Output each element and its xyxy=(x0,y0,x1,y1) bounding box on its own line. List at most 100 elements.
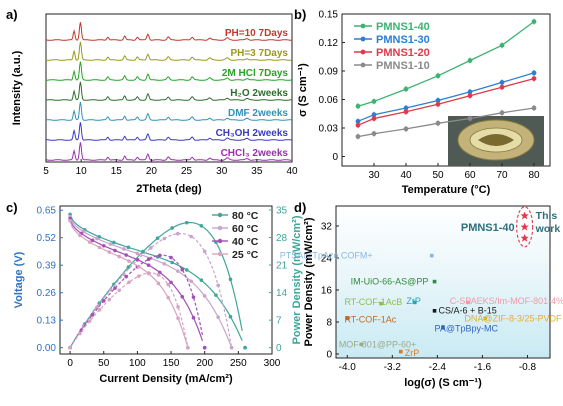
cond-legend-marker xyxy=(360,23,366,29)
power-density-point xyxy=(156,273,161,277)
polarization-point xyxy=(199,278,204,283)
this-work-annotation-line1: This xyxy=(536,210,558,222)
panel-c-y2label: Power Density (mW/cm²) xyxy=(291,215,303,344)
polarization-point xyxy=(175,269,180,273)
cmp-point-label: CS/A-6 + B-15 xyxy=(438,305,496,315)
cond-data-point xyxy=(499,80,505,85)
panel-b-ylabel: σ (S cm⁻¹) xyxy=(297,63,309,117)
polarization-point xyxy=(176,316,180,320)
polarization-point xyxy=(162,262,167,266)
power-density-point xyxy=(68,345,72,350)
pol-legend-label: 25 °C xyxy=(232,249,259,261)
panel-b-conductivity: 30 40 50 60 70 80 0 0.03 0.06 0.09 0.12 0.15 PMNS1-… xyxy=(297,10,551,196)
cmp-data-point xyxy=(413,300,417,305)
polarization-point xyxy=(170,260,174,265)
polarization-point xyxy=(228,314,233,319)
polarization-point xyxy=(87,240,92,244)
polarization-point xyxy=(113,248,117,253)
power-density-point xyxy=(97,308,102,312)
power-density-point xyxy=(149,246,153,250)
pol-legend-marker xyxy=(217,251,223,257)
cmp-ytick-label: 8 xyxy=(326,318,332,329)
polarization-point xyxy=(126,245,131,250)
polarization-point xyxy=(135,251,140,256)
cmp-data-point xyxy=(379,301,383,306)
panel-b-frame xyxy=(341,13,551,167)
xrd-xtick-label: 15 xyxy=(111,166,123,177)
cond-data-point xyxy=(403,86,409,92)
cmp-data-point xyxy=(466,300,471,305)
cmp-xtick-label: -3.2 xyxy=(384,362,402,373)
power-density-point xyxy=(186,345,190,350)
cond-legend-marker xyxy=(360,62,366,68)
panel-a-xrd: PH=10 7Days PH=3 7Days 2M HCl 7Days H₂O 2we… xyxy=(11,13,298,195)
pol-y2tick-label: 35 xyxy=(276,205,288,216)
pol-ytick-label: 0.65 xyxy=(37,206,57,217)
power-density-point xyxy=(169,255,173,260)
cmp-point-label: RT-COF-1Ac xyxy=(344,315,396,325)
panel-a-ylabel: Intensity (a.u.) xyxy=(11,50,23,125)
cond-ytick-label: 0.12 xyxy=(319,38,339,49)
polarization-point xyxy=(166,295,171,300)
polarization-point xyxy=(189,279,194,284)
polarization-point xyxy=(127,259,131,263)
pol-ytick-label: 0.39 xyxy=(37,261,57,272)
cond-data-point xyxy=(355,118,361,124)
pol-legend-label: 60 °C xyxy=(232,223,259,235)
cond-data-point xyxy=(499,84,505,90)
polarization-point xyxy=(101,243,106,248)
panel-d-ylabel: Power Density (mW/cm²) xyxy=(303,217,315,346)
cond-data-point xyxy=(435,120,441,126)
cond-data-point xyxy=(371,99,377,104)
cmp-ytick-label: 32 xyxy=(321,222,333,233)
power-density-point xyxy=(122,272,126,276)
cond-ytick-label: 0 xyxy=(332,152,338,163)
power-density-point xyxy=(170,226,174,230)
power-density-point xyxy=(127,280,131,285)
power-density-point xyxy=(108,288,113,292)
panel-c-polarization: 0 50 100 150 200 250 300 0.00 0.13 0.26 0.39 0.52 0.… xyxy=(13,205,303,385)
cmp-xtick-label: -2.4 xyxy=(429,362,447,373)
xrd-series-label: CH₃OH 2weeks xyxy=(216,128,289,139)
this-work-annotation-line2: work xyxy=(535,223,561,235)
polarization-point xyxy=(202,294,207,298)
cmp-data-point xyxy=(429,253,434,258)
cond-xtick-label: 70 xyxy=(496,170,508,181)
cmp-data-point xyxy=(441,325,445,329)
cmp-data-point xyxy=(345,316,350,321)
cond-data-point xyxy=(467,93,473,99)
cond-data-point xyxy=(355,134,361,139)
power-density-point xyxy=(87,319,92,323)
cond-data-point xyxy=(531,76,537,81)
cond-data-point xyxy=(499,110,505,116)
power-density-point xyxy=(146,271,151,275)
panel-label-b: b) xyxy=(294,7,306,22)
pol-legend-marker xyxy=(217,212,223,218)
power-density-point xyxy=(155,236,160,241)
polarization-point xyxy=(122,247,126,251)
polarization-point xyxy=(146,263,151,268)
pol-ytick-label: 0.52 xyxy=(37,233,57,244)
cond-data-point xyxy=(403,105,409,111)
xrd-xtick-label: 5 xyxy=(43,166,49,177)
pol-y2tick-label: 14 xyxy=(276,288,288,299)
pol-legend-marker xyxy=(217,238,223,244)
cmp-data-point xyxy=(432,279,437,284)
cond-data-point xyxy=(371,112,377,118)
polarization-point xyxy=(156,281,161,286)
power-density-point xyxy=(117,288,121,293)
cond-legend-marker xyxy=(360,36,366,42)
cond-legend-marker xyxy=(360,49,366,55)
polarization-point xyxy=(216,315,220,320)
cond-data-point xyxy=(531,70,537,76)
pol-xtick-label: 150 xyxy=(163,358,180,369)
cond-legend-label: PMNS1-40 xyxy=(376,21,430,33)
polarization-point xyxy=(180,294,185,299)
xrd-xtick-label: 10 xyxy=(76,166,88,177)
power-density-point xyxy=(180,267,185,272)
power-density-point xyxy=(124,274,128,279)
cmp-data-point xyxy=(359,342,364,347)
power-density-point xyxy=(95,305,99,309)
cmp-point-label: DNA@ZIF-8-3/25-PVDF xyxy=(464,313,562,323)
panel-c-xlabel: Current Density (mA/cm²) xyxy=(99,373,233,385)
